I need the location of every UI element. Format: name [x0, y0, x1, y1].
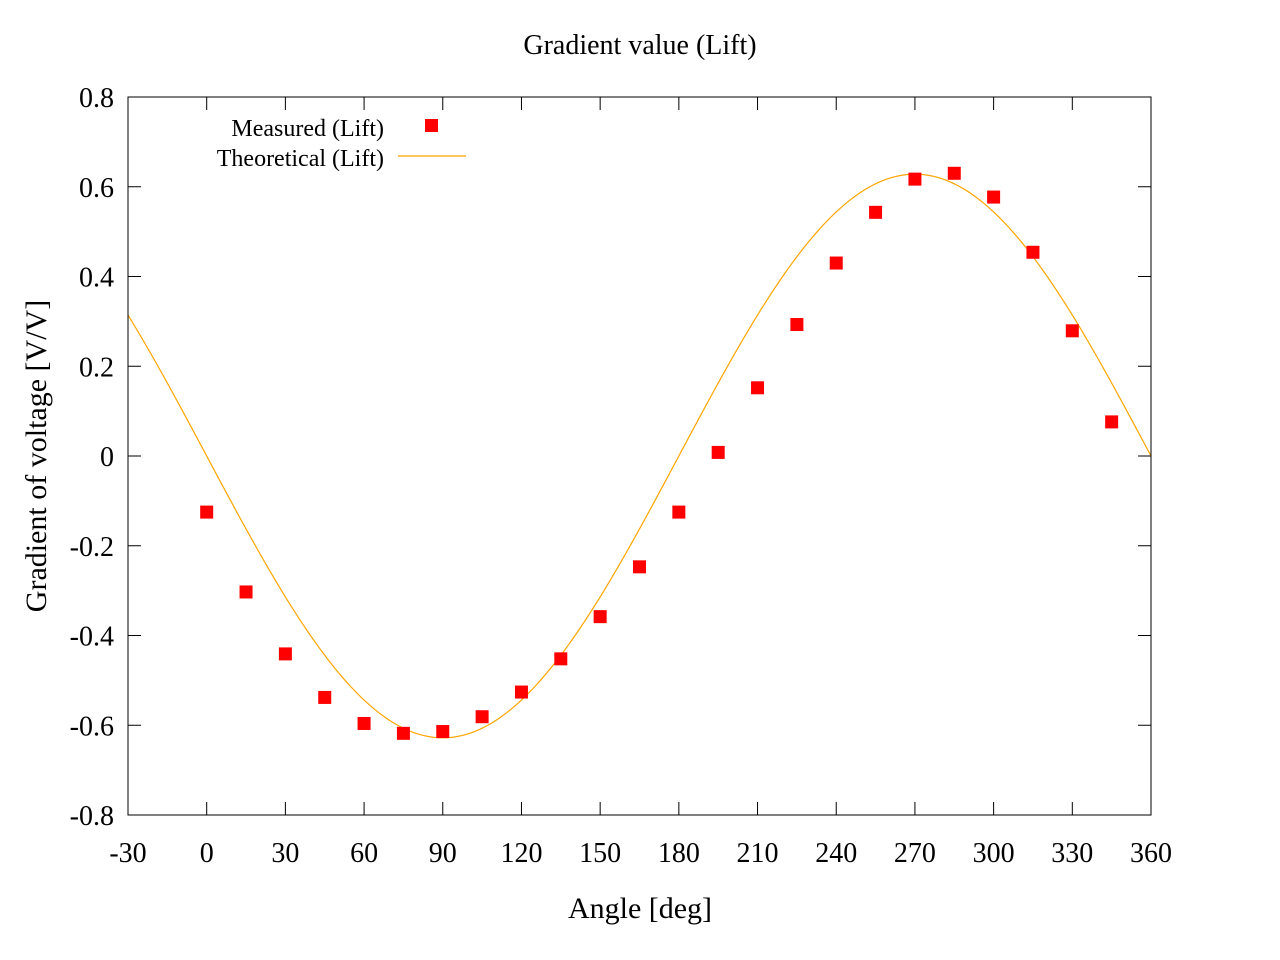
legend: Measured (Lift) Theoretical (Lift) [217, 116, 466, 172]
measured-point [278, 647, 292, 661]
x-tick-label: 360 [1130, 838, 1172, 869]
y-tick-label: 0 [100, 442, 114, 473]
measured-point [514, 685, 528, 699]
y-ticks: -0.8 -0.6 -0.4 -0.2 0 0.2 0.4 0.6 0.8 [70, 83, 1151, 832]
measured-point [751, 381, 765, 395]
y-tick-label: 0.2 [79, 352, 114, 383]
x-tick-label: 60 [350, 838, 378, 869]
y-axis-label: Gradient of voltage [V/V] [20, 300, 53, 612]
theoretical-series [127, 173, 1152, 739]
x-tick-label: 240 [815, 838, 857, 869]
y-tick-label: 0.6 [79, 173, 114, 204]
measured-point [593, 610, 607, 624]
measured-point [554, 652, 568, 666]
x-axis-label: Angle [deg] [568, 892, 712, 925]
measured-point [987, 190, 1001, 204]
chart-title: Gradient value (Lift) [523, 30, 756, 61]
measured-point [829, 256, 843, 270]
y-tick-label: -0.2 [70, 532, 114, 563]
measured-point [357, 716, 371, 730]
x-tick-label: 120 [500, 838, 542, 869]
legend-label-theoretical: Theoretical (Lift) [217, 146, 384, 172]
y-tick-label: 0.4 [79, 263, 114, 294]
measured-series [200, 166, 1119, 740]
measured-point [633, 560, 646, 574]
measured-point [396, 726, 410, 740]
y-tick-label: -0.6 [70, 711, 114, 742]
measured-point [908, 172, 922, 186]
measured-point [672, 505, 686, 519]
x-tick-label: -30 [109, 838, 146, 869]
measured-point [869, 205, 883, 219]
measured-point [475, 710, 489, 724]
measured-point [947, 166, 961, 180]
x-tick-label: 0 [200, 838, 214, 869]
measured-point [1105, 415, 1119, 429]
plot-frame [127, 96, 1152, 816]
measured-point [1065, 324, 1079, 338]
measured-point [790, 318, 804, 332]
legend-label-measured: Measured (Lift) [231, 116, 384, 142]
x-ticks: -30 0 30 60 90 120 150 180 210 240 270 300 330 360 [109, 97, 1172, 869]
measured-point [239, 585, 253, 599]
x-tick-label: 300 [973, 838, 1015, 869]
y-tick-label: -0.4 [70, 622, 114, 653]
x-tick-label: 90 [429, 838, 457, 869]
x-tick-label: 180 [658, 838, 700, 869]
y-tick-label: -0.8 [70, 801, 114, 832]
measured-point [436, 725, 450, 739]
x-tick-label: 150 [579, 838, 621, 869]
measured-point [1026, 245, 1040, 259]
x-tick-label: 330 [1051, 838, 1093, 869]
legend-marker-measured [425, 119, 438, 132]
x-tick-label: 270 [894, 838, 936, 869]
y-tick-label: 0.8 [79, 83, 114, 114]
x-tick-label: 30 [271, 838, 299, 869]
theoretical-line [127, 173, 1152, 739]
measured-point [318, 690, 332, 704]
measured-point [200, 505, 214, 519]
x-tick-label: 210 [737, 838, 779, 869]
measured-point [711, 445, 725, 459]
